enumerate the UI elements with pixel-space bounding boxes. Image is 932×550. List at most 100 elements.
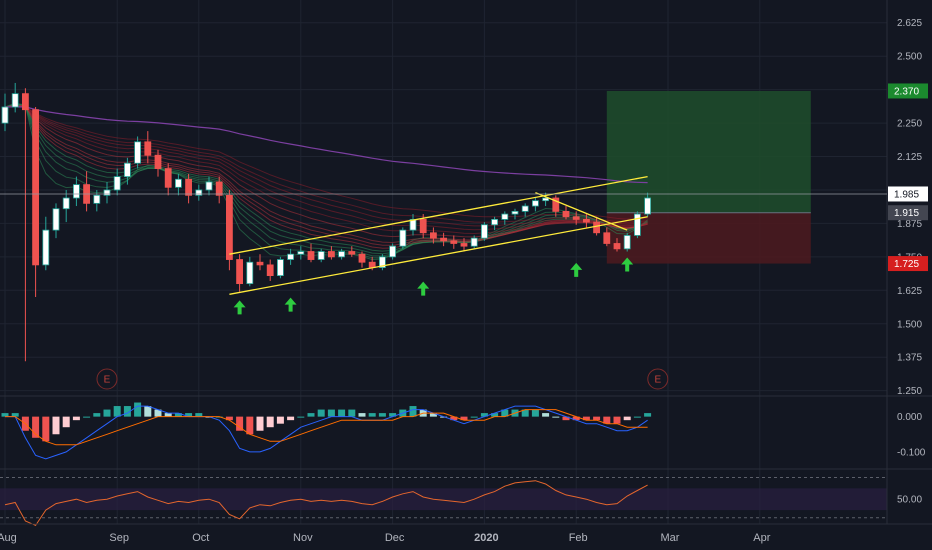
candle-body <box>297 251 305 255</box>
macd-histogram-bar <box>521 409 529 417</box>
macd-histogram-bar <box>572 416 580 421</box>
macd-histogram-bar <box>113 406 121 417</box>
macd-histogram-bar <box>72 416 80 421</box>
macd-histogram-bar <box>358 413 366 417</box>
up-arrow-icon <box>570 262 583 277</box>
candle-body <box>634 213 641 236</box>
macd-line <box>5 405 648 460</box>
macd-histogram-bar <box>256 416 264 431</box>
candle-body <box>378 256 386 268</box>
date-tick-label: Sep <box>109 532 129 544</box>
candle-body <box>623 235 631 250</box>
trendlines <box>229 175 648 295</box>
candle-body <box>644 197 651 215</box>
candle-body <box>52 208 60 231</box>
macd-histogram-bar <box>450 416 458 421</box>
ma-line <box>4 104 648 257</box>
candle-body <box>307 251 315 260</box>
arrow-shape <box>417 281 430 296</box>
date-tick-label: Oct <box>192 532 209 544</box>
macd-histogram-bar <box>491 413 499 417</box>
price-tick-label: 1.500 <box>897 319 922 330</box>
macd-histogram-bar <box>470 416 478 418</box>
candle-body <box>266 264 274 276</box>
macd-histogram-bar <box>246 416 254 435</box>
candle-body <box>11 93 19 108</box>
arrow-shape <box>570 262 583 277</box>
macd-histogram-bar <box>603 416 611 424</box>
price-tag <box>888 186 928 202</box>
macd-histogram-bar <box>633 416 641 418</box>
macd-histogram-bar <box>531 409 539 417</box>
candle-body <box>287 253 295 260</box>
trendline <box>535 192 628 231</box>
candle-body <box>73 184 80 199</box>
rsi-band <box>0 488 887 511</box>
arrow-shape <box>233 300 246 315</box>
macd-axis: 0.000 -0.100 <box>897 412 926 458</box>
candle-body <box>32 109 39 266</box>
macd-histogram-bar <box>378 413 386 417</box>
candle-body <box>215 181 223 196</box>
ma-line <box>4 102 648 261</box>
candle-body <box>521 205 529 212</box>
candle-body <box>276 259 284 276</box>
macd-histogram-bar <box>144 406 152 417</box>
candle-body <box>185 178 193 196</box>
macd-histogram-bar <box>83 416 91 418</box>
price-tag-label: 1.985 <box>894 189 919 200</box>
price-tick-label: 1.375 <box>897 353 922 364</box>
candle-body <box>501 213 509 220</box>
macd-histogram-bar <box>103 409 111 417</box>
candle-body <box>1 106 9 124</box>
candle-body <box>358 253 366 263</box>
moving-average-ribbon <box>4 102 648 261</box>
candle-body <box>103 189 111 196</box>
price-tag <box>888 83 928 99</box>
trendline <box>229 175 648 255</box>
candle-body <box>246 261 254 285</box>
candle-body <box>348 251 356 255</box>
macd-histogram-bar <box>440 416 448 418</box>
candle-body <box>154 154 162 169</box>
date-tick-label: Apr <box>753 532 770 544</box>
ma-line <box>4 105 648 227</box>
macd-histogram-bar <box>429 413 437 417</box>
date-axis[interactable]: Aug Sep Oct Nov Dec 2020 Feb Mar Apr <box>0 532 771 544</box>
candle-body <box>124 162 131 177</box>
macd-histogram-bar <box>327 409 335 417</box>
macd-histogram-bar <box>582 416 590 421</box>
earnings-marker-label: E <box>104 375 111 386</box>
candle-body <box>327 251 335 258</box>
macd-histogram-bar <box>368 413 376 417</box>
macd-histogram-bar <box>93 413 101 417</box>
candle-body <box>113 176 121 191</box>
position-zones <box>606 90 811 264</box>
candle-body <box>491 219 499 226</box>
price-tick-label: 1.875 <box>897 219 922 230</box>
macd-histogram-bar <box>11 413 19 417</box>
trendline <box>229 216 648 295</box>
ma-line <box>4 105 648 238</box>
up-arrow-icon <box>284 297 297 312</box>
macd-histogram-bar <box>154 409 162 417</box>
candle-body <box>593 221 600 234</box>
macd-histogram-bar <box>174 413 182 417</box>
up-arrow-icon <box>417 281 430 296</box>
ma-line <box>4 103 648 259</box>
rsi-tick-label: 50.00 <box>897 495 922 506</box>
ma-line <box>4 105 648 220</box>
macd-histogram-bar <box>480 413 488 417</box>
macd-histogram-bar <box>123 406 131 417</box>
candle-body <box>409 219 417 231</box>
date-tick-label: Dec <box>385 532 405 544</box>
date-tick-label: Mar <box>661 532 680 544</box>
macd-histogram-bar <box>317 409 325 417</box>
candle-body <box>368 261 376 268</box>
candle-body <box>317 251 325 260</box>
price-tag-label: 1.725 <box>894 259 919 270</box>
candle-body <box>440 237 448 242</box>
candle-body <box>195 189 203 196</box>
candle-body <box>174 178 182 188</box>
